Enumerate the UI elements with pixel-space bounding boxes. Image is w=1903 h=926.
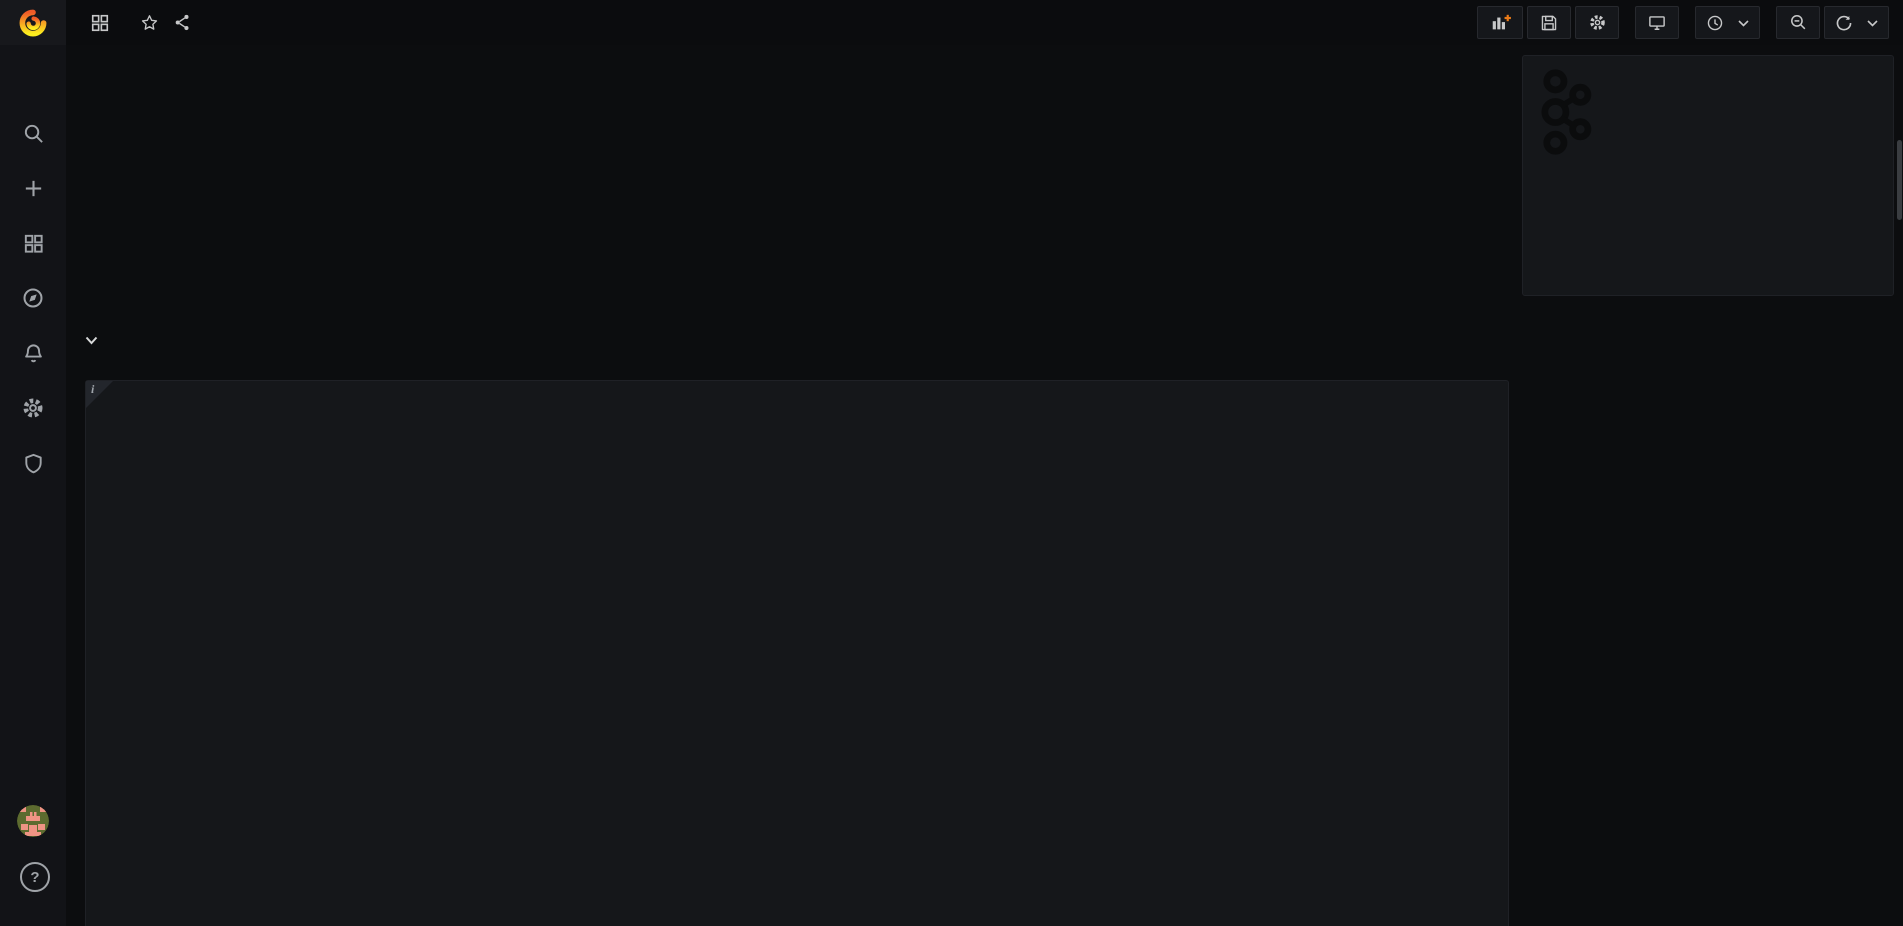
share-icon[interactable] <box>173 13 192 32</box>
scrollbar-thumb[interactable] <box>1897 140 1902 220</box>
side-menu: ? <box>0 45 66 926</box>
create-plus-icon[interactable] <box>0 177 66 199</box>
top-nav <box>0 0 1903 45</box>
help-icon[interactable]: ? <box>20 862 50 892</box>
kafka-logo <box>1523 56 1893 164</box>
alerting-bell-icon[interactable] <box>0 342 66 364</box>
panel-info-icon[interactable]: i <box>86 381 113 408</box>
zoom-out-icon <box>1789 13 1808 32</box>
panel-kafka-info <box>1522 55 1894 296</box>
chevron-down-icon <box>1867 20 1878 27</box>
row-throughput-header[interactable] <box>85 336 106 345</box>
time-range-picker[interactable] <box>1695 6 1760 39</box>
kafka-wordmark <box>1601 70 1605 74</box>
grafana-logo[interactable] <box>0 0 66 45</box>
server-admin-shield-icon[interactable] <box>0 452 66 474</box>
explore-compass-icon[interactable] <box>0 287 66 309</box>
chart-title[interactable] <box>86 381 1508 411</box>
tv-monitor-icon <box>1647 13 1667 32</box>
search-icon[interactable] <box>0 122 66 144</box>
chevron-down-icon <box>1738 20 1749 27</box>
legend-current-header[interactable] <box>1194 435 1510 457</box>
refresh-icon <box>1835 14 1853 32</box>
zoom-out-button[interactable] <box>1776 6 1820 39</box>
clock-icon <box>1706 14 1724 32</box>
dashboards-icon[interactable] <box>0 232 66 254</box>
grafana-flame-icon <box>18 8 48 38</box>
configuration-gear-icon[interactable] <box>0 397 66 419</box>
save-icon <box>1540 14 1558 32</box>
gear-icon <box>1588 13 1607 32</box>
user-avatar[interactable] <box>17 805 49 837</box>
grafana-dashboard: ? <box>0 0 1903 926</box>
nav-left <box>90 13 1477 33</box>
sidebar-bottom: ? <box>0 796 66 926</box>
add-panel-icon <box>1488 13 1512 33</box>
kafka-description <box>1523 164 1893 172</box>
dashboard-grid-icon[interactable] <box>90 13 110 33</box>
kafka-mark-icon <box>1533 66 1595 158</box>
refresh-button[interactable] <box>1824 6 1889 39</box>
add-panel-button[interactable] <box>1477 6 1523 39</box>
save-dashboard-button[interactable] <box>1527 6 1571 39</box>
section-chevron-icon <box>85 336 98 345</box>
panel-messages-in-per-topics: i <box>85 380 1509 926</box>
star-icon[interactable] <box>140 13 159 32</box>
chart-legend <box>1194 435 1510 457</box>
messages-in-per-topics-chart[interactable] <box>171 439 1172 903</box>
dashboard-settings-button[interactable] <box>1575 6 1619 39</box>
cycle-view-mode-button[interactable] <box>1635 6 1679 39</box>
nav-right <box>1477 6 1889 39</box>
